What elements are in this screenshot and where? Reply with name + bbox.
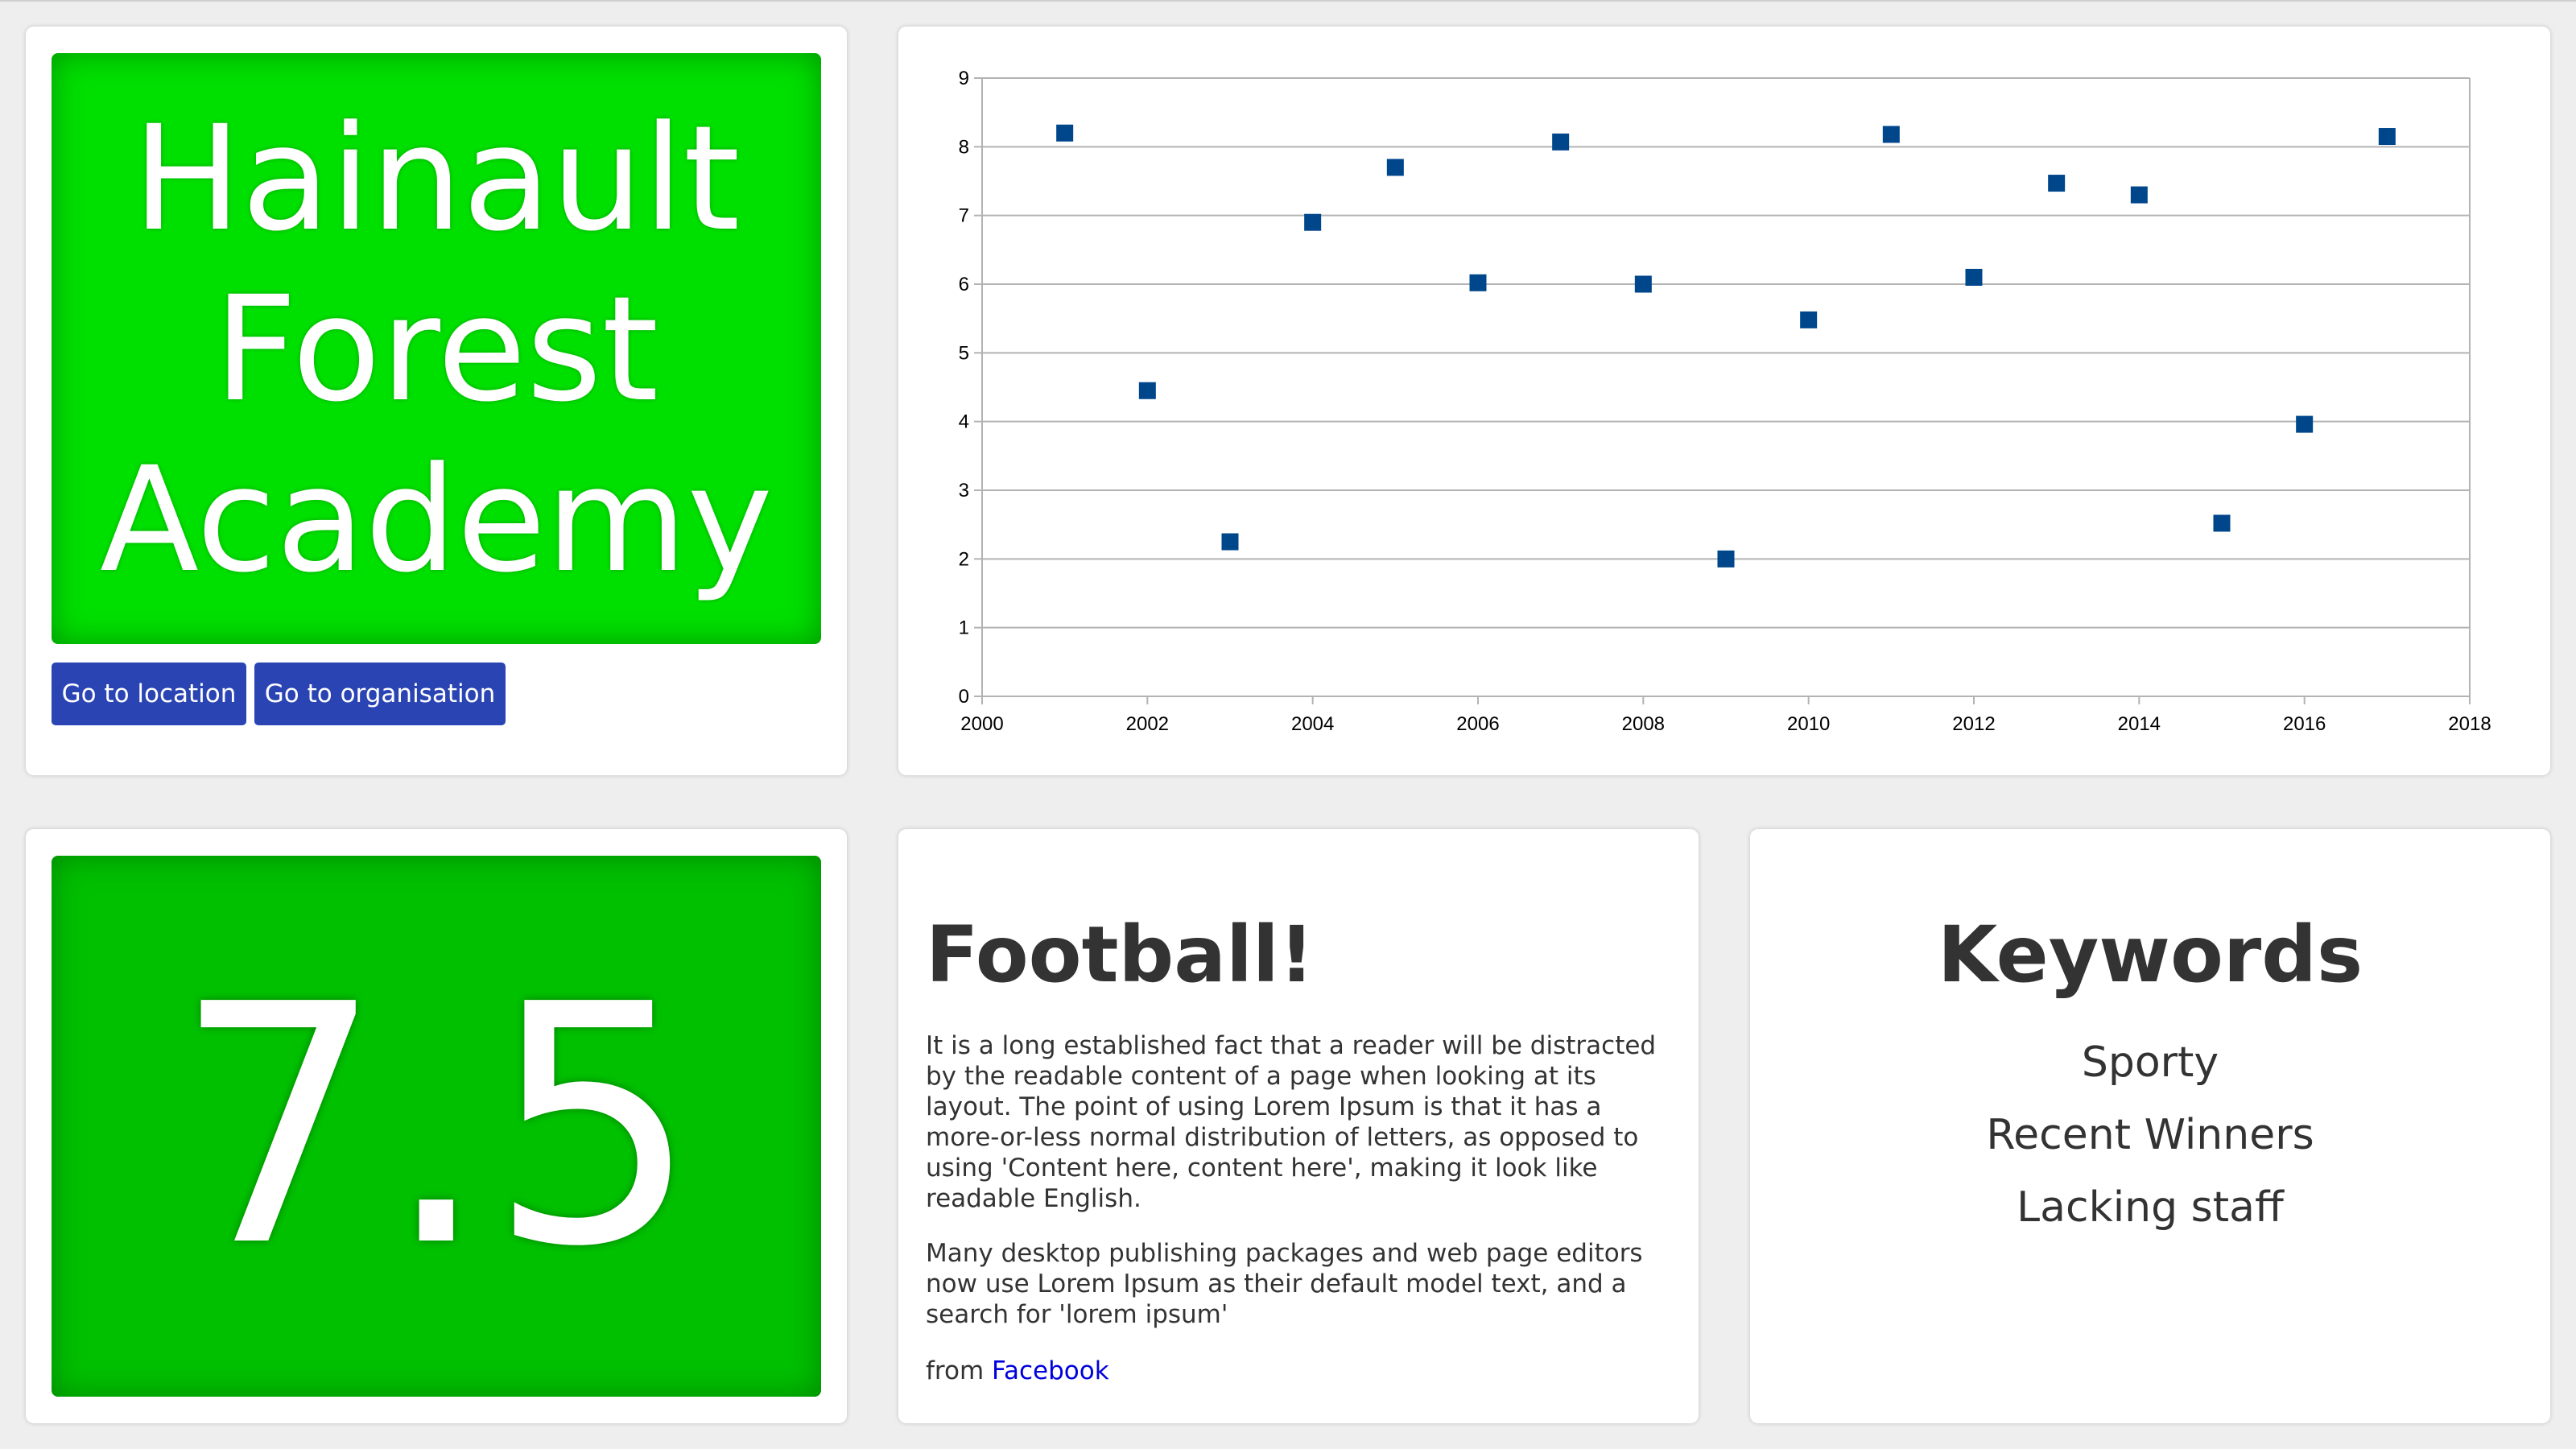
scores-scatter-chart: 0 1 2 3 4 5 6 7 8 9 2000 2002 2004 2006 2008 2010 2012 20… bbox=[959, 68, 2491, 735]
score-card: 7.5 bbox=[26, 829, 847, 1423]
score-value: 7.5 bbox=[173, 934, 700, 1319]
data-point bbox=[2213, 514, 2231, 532]
y-tick-label: 5 bbox=[959, 342, 969, 364]
keywords-list: Sporty Recent Winners Lacking staff bbox=[1750, 1026, 2550, 1244]
data-point bbox=[1056, 124, 1074, 142]
school-name: Hainault Forest Academy bbox=[99, 95, 774, 605]
data-point bbox=[1552, 133, 1570, 151]
data-point bbox=[2130, 186, 2148, 204]
x-tick-label: 2016 bbox=[2283, 713, 2326, 735]
keywords-heading: Keywords bbox=[1937, 910, 2363, 1000]
school-name-banner: Hainault Forest Academy bbox=[52, 53, 821, 644]
keywords-card: Keywords Sporty Recent Winners Lacking s… bbox=[1750, 829, 2550, 1423]
source-prefix: from bbox=[926, 1356, 985, 1385]
x-tick-label: 2002 bbox=[1126, 713, 1169, 735]
y-tick-label: 9 bbox=[959, 68, 969, 89]
data-point bbox=[1717, 550, 1735, 568]
y-tick-label: 2 bbox=[959, 548, 969, 570]
data-point bbox=[1634, 275, 1652, 293]
data-point bbox=[2048, 175, 2066, 192]
top-border bbox=[0, 0, 2576, 2]
data-point bbox=[1800, 311, 1818, 328]
school-title-card: Hainault Forest Academy Go to location G… bbox=[26, 27, 847, 775]
y-tick-label: 4 bbox=[959, 411, 969, 433]
data-point bbox=[1304, 213, 1322, 231]
x-tick-label: 2000 bbox=[960, 713, 1003, 735]
facebook-link[interactable]: Facebook bbox=[992, 1356, 1109, 1385]
y-tick-label: 0 bbox=[959, 686, 969, 708]
x-tick-label: 2012 bbox=[1952, 713, 1995, 735]
y-tick-label: 7 bbox=[959, 205, 969, 227]
x-tick-label: 2014 bbox=[2118, 713, 2161, 735]
x-tick-label: 2004 bbox=[1291, 713, 1334, 735]
scores-chart-card: 0 1 2 3 4 5 6 7 8 9 2000 2002 2004 2006 2008 2010 2012 20… bbox=[898, 27, 2550, 775]
football-paragraph: Many desktop publishing packages and web… bbox=[926, 1239, 1643, 1329]
data-point bbox=[1221, 533, 1239, 551]
x-tick-label: 2018 bbox=[2448, 713, 2491, 735]
keyword-item: Lacking staff bbox=[2017, 1183, 2284, 1232]
y-tick-label: 8 bbox=[959, 136, 969, 158]
go-to-organisation-button[interactable]: Go to organisation bbox=[254, 663, 506, 725]
x-tick-label: 2008 bbox=[1622, 713, 1665, 735]
y-tick-label: 6 bbox=[959, 274, 969, 295]
data-point bbox=[1386, 159, 1404, 176]
data-point bbox=[2296, 415, 2314, 433]
x-tick-label: 2006 bbox=[1456, 713, 1499, 735]
data-point bbox=[1138, 382, 1156, 399]
keyword-item: Recent Winners bbox=[1986, 1111, 2314, 1159]
football-card: Football! It is a long established fact … bbox=[898, 829, 1699, 1423]
data-point bbox=[1469, 274, 1487, 291]
data-point bbox=[1965, 268, 1983, 286]
source-line: from Facebook bbox=[926, 1356, 1674, 1386]
data-point bbox=[1882, 126, 1900, 143]
football-paragraph: It is a long established fact that a rea… bbox=[926, 1031, 1657, 1213]
keyword-item: Sporty bbox=[2081, 1038, 2219, 1087]
x-tick-label: 2010 bbox=[1787, 713, 1830, 735]
score-banner: 7.5 bbox=[52, 856, 821, 1397]
data-point bbox=[2378, 128, 2396, 146]
y-tick-label: 1 bbox=[959, 617, 969, 639]
football-heading: Football! bbox=[926, 910, 1315, 1000]
go-to-location-button[interactable]: Go to location bbox=[52, 663, 246, 725]
y-tick-label: 3 bbox=[959, 480, 969, 502]
